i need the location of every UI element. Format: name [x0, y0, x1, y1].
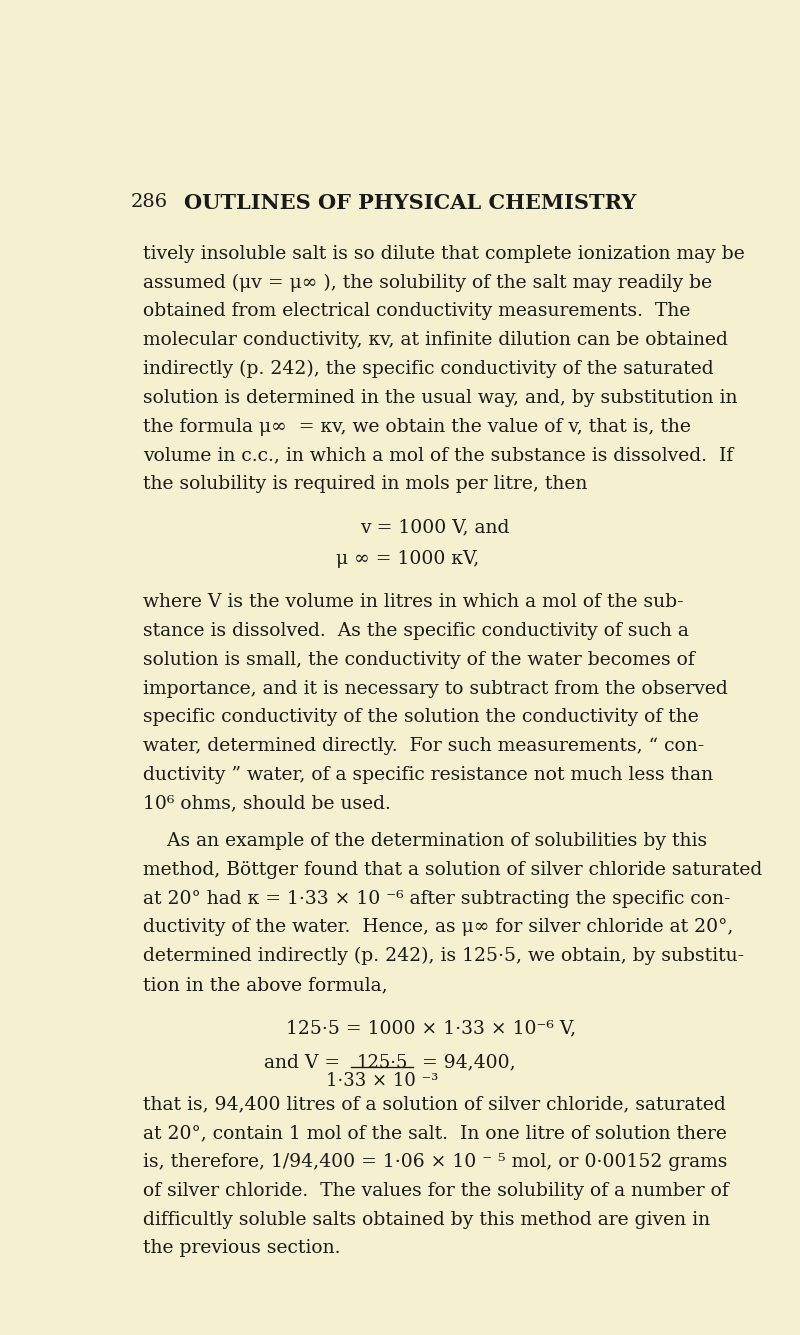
Text: the solubility is required in mols per litre, then: the solubility is required in mols per l…: [143, 475, 588, 493]
Text: of silver chloride.  The values for the solubility of a number of: of silver chloride. The values for the s…: [143, 1181, 729, 1200]
Text: tively insoluble salt is so dilute that complete ionization may be: tively insoluble salt is so dilute that …: [143, 244, 745, 263]
Text: the formula μ∞  = κv, we obtain the value of v, that is, the: the formula μ∞ = κv, we obtain the value…: [143, 418, 691, 435]
Text: molecular conductivity, κv, at infinite dilution can be obtained: molecular conductivity, κv, at infinite …: [143, 331, 728, 350]
Text: stance is dissolved.  As the specific conductivity of such a: stance is dissolved. As the specific con…: [143, 622, 690, 639]
Text: ductivity ” water, of a specific resistance not much less than: ductivity ” water, of a specific resista…: [143, 766, 714, 784]
Text: As an example of the determination of solubilities by this: As an example of the determination of so…: [143, 832, 707, 850]
Text: = 94,400,: = 94,400,: [422, 1053, 516, 1072]
Text: solution is determined in the usual way, and, by substitution in: solution is determined in the usual way,…: [143, 388, 738, 407]
Text: at 20°, contain 1 mol of the salt.  In one litre of solution there: at 20°, contain 1 mol of the salt. In on…: [143, 1124, 727, 1143]
Text: difficultly soluble salts obtained by this method are given in: difficultly soluble salts obtained by th…: [143, 1211, 710, 1228]
Text: importance, and it is necessary to subtract from the observed: importance, and it is necessary to subtr…: [143, 680, 728, 697]
Text: solution is small, the conductivity of the water becomes of: solution is small, the conductivity of t…: [143, 650, 695, 669]
Text: OUTLINES OF PHYSICAL CHEMISTRY: OUTLINES OF PHYSICAL CHEMISTRY: [184, 194, 636, 214]
Text: ductivity of the water.  Hence, as μ∞ for silver chloride at 20°,: ductivity of the water. Hence, as μ∞ for…: [143, 918, 734, 936]
Text: 10⁶ ohms, should be used.: 10⁶ ohms, should be used.: [143, 794, 391, 813]
Text: water, determined directly.  For such measurements, “ con-: water, determined directly. For such mea…: [143, 737, 705, 756]
Text: tion in the above formula,: tion in the above formula,: [143, 976, 388, 995]
Text: volume in c.c., in which a mol of the substance is dissolved.  If: volume in c.c., in which a mol of the su…: [143, 446, 734, 465]
Text: is, therefore, 1/94,400 = 1·06 × 10 ⁻ ⁵ mol, or 0·00152 grams: is, therefore, 1/94,400 = 1·06 × 10 ⁻ ⁵ …: [143, 1153, 728, 1171]
Text: and V =: and V =: [264, 1053, 346, 1072]
Text: assumed (μv = μ∞ ), the solubility of the salt may readily be: assumed (μv = μ∞ ), the solubility of th…: [143, 274, 713, 292]
Text: 125·5: 125·5: [357, 1055, 408, 1072]
Text: where V is the volume in litres in which a mol of the sub-: where V is the volume in litres in which…: [143, 593, 684, 611]
Text: μ ∞ = 1000 κV,: μ ∞ = 1000 κV,: [336, 550, 479, 567]
Text: specific conductivity of the solution the conductivity of the: specific conductivity of the solution th…: [143, 709, 699, 726]
Text: method, Böttger found that a solution of silver chloride saturated: method, Böttger found that a solution of…: [143, 861, 762, 878]
Text: indirectly (p. 242), the specific conductivity of the saturated: indirectly (p. 242), the specific conduc…: [143, 360, 714, 378]
Text: the previous section.: the previous section.: [143, 1239, 341, 1258]
Text: determined indirectly (p. 242), is 125·5, we obtain, by substitu-: determined indirectly (p. 242), is 125·5…: [143, 948, 745, 965]
Text: 125·5 = 1000 × 1·33 × 10⁻⁶ V,: 125·5 = 1000 × 1·33 × 10⁻⁶ V,: [286, 1019, 576, 1037]
Text: at 20° had κ = 1·33 × 10 ⁻⁶ after subtracting the specific con-: at 20° had κ = 1·33 × 10 ⁻⁶ after subtra…: [143, 889, 731, 908]
Text: obtained from electrical conductivity measurements.  The: obtained from electrical conductivity me…: [143, 303, 690, 320]
Text: 1·33 × 10 ⁻³: 1·33 × 10 ⁻³: [326, 1072, 438, 1089]
Text: v = 1000 V, and: v = 1000 V, and: [360, 518, 510, 537]
Text: 286: 286: [131, 194, 168, 211]
Text: that is, 94,400 litres of a solution of silver chloride, saturated: that is, 94,400 litres of a solution of …: [143, 1096, 726, 1113]
